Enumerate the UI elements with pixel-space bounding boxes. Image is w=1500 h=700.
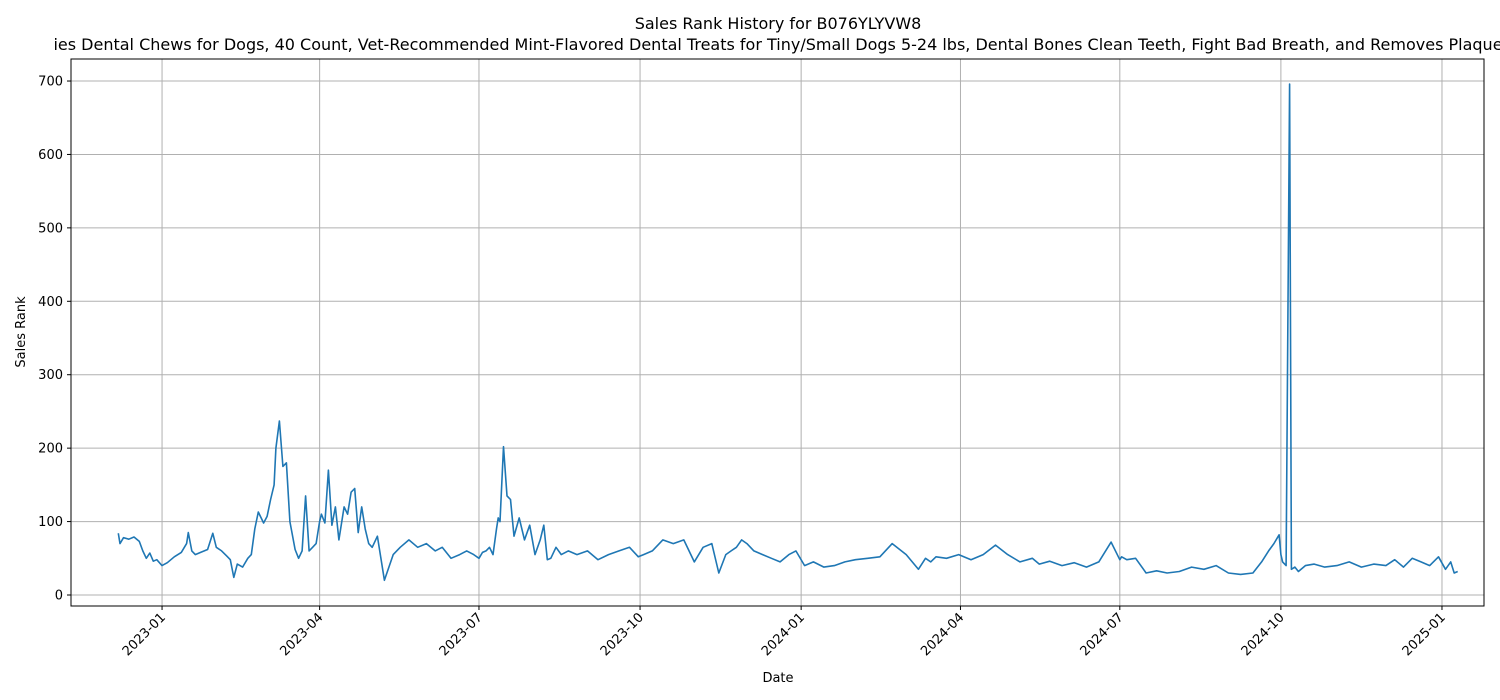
x-axis-label: Date bbox=[762, 671, 793, 686]
x-tick-label: 2024-04 bbox=[918, 610, 967, 659]
x-tick-label: 2023-10 bbox=[598, 610, 647, 659]
y-tick-label: 200 bbox=[38, 442, 63, 457]
plot-frame bbox=[70, 58, 1485, 607]
y-tick-label: 100 bbox=[38, 515, 63, 530]
y-tick-label: 300 bbox=[38, 368, 63, 383]
y-tick-label: 500 bbox=[38, 221, 63, 236]
grid bbox=[71, 59, 1484, 606]
x-tick-label: 2024-01 bbox=[759, 610, 808, 659]
chart-subtitle: ies Dental Chews for Dogs, 40 Count, Vet… bbox=[53, 35, 1500, 54]
y-tick-label: 600 bbox=[38, 148, 63, 163]
y-tick-label: 400 bbox=[38, 295, 63, 310]
x-tick-label: 2024-10 bbox=[1239, 610, 1288, 659]
chart-title: Sales Rank History for B076YLYVW8 bbox=[635, 14, 922, 33]
y-axis-label: Sales Rank bbox=[14, 296, 29, 368]
x-tick-label: 2023-04 bbox=[277, 610, 326, 659]
y-tick-label: 0 bbox=[55, 588, 63, 603]
x-tick-label: 2023-01 bbox=[120, 610, 169, 659]
series-group bbox=[117, 83, 1459, 582]
axis-ticks: 0 100 200 300 400 500 600 700 2023-01 2023-04 2023… bbox=[38, 75, 1449, 660]
y-tick-label: 700 bbox=[38, 75, 63, 90]
x-tick-label: 2024-07 bbox=[1078, 610, 1127, 659]
x-tick-label: 2023-07 bbox=[437, 610, 486, 659]
x-tick-label: 2025-01 bbox=[1400, 610, 1449, 659]
sales-rank-line bbox=[117, 83, 1459, 582]
